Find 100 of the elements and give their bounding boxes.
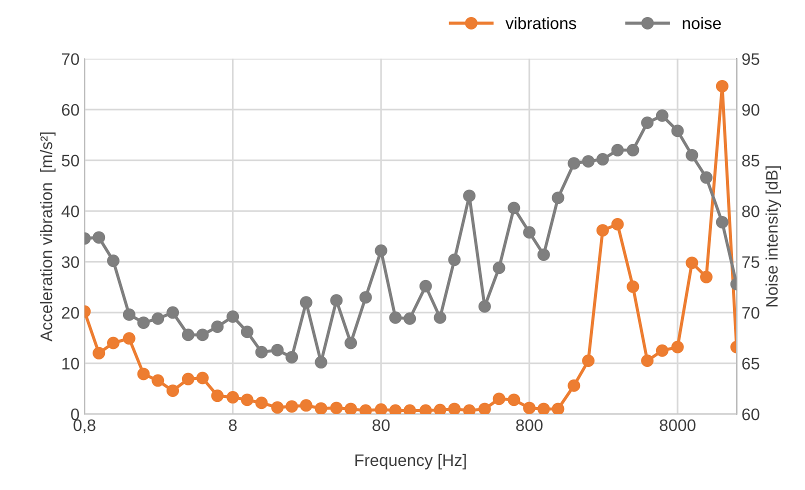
point bbox=[286, 350, 298, 364]
point bbox=[107, 254, 120, 268]
y-tick-label: 60 bbox=[62, 104, 80, 116]
y2-tick-label: 85 bbox=[742, 154, 760, 167]
point bbox=[182, 328, 194, 342]
point bbox=[404, 404, 416, 414]
point bbox=[166, 306, 180, 319]
point bbox=[686, 256, 698, 270]
point bbox=[211, 390, 224, 402]
y2-axis-title: Noise intensity [dB] bbox=[766, 166, 782, 306]
point bbox=[240, 394, 254, 406]
point bbox=[300, 296, 312, 309]
point bbox=[700, 270, 713, 284]
point bbox=[582, 155, 595, 168]
point bbox=[152, 374, 164, 387]
y-tick-label: 0 bbox=[71, 408, 80, 420]
point bbox=[611, 218, 624, 230]
point bbox=[419, 280, 432, 292]
y-tick-label: 20 bbox=[62, 306, 80, 319]
point bbox=[596, 153, 609, 166]
legend-label: noise bbox=[682, 16, 721, 30]
point bbox=[226, 310, 240, 323]
point bbox=[226, 391, 240, 404]
y-tick-label: 30 bbox=[62, 256, 80, 268]
point bbox=[314, 402, 328, 414]
point bbox=[359, 404, 372, 414]
point bbox=[552, 192, 564, 204]
x-tick-label: 0,8 bbox=[74, 419, 96, 434]
point bbox=[255, 396, 268, 410]
point bbox=[523, 226, 536, 239]
point bbox=[671, 124, 684, 138]
point bbox=[537, 402, 550, 414]
point bbox=[330, 294, 343, 307]
point bbox=[492, 262, 506, 274]
point bbox=[508, 394, 520, 406]
y-tick-label: 40 bbox=[62, 205, 80, 218]
point bbox=[152, 312, 164, 325]
point bbox=[330, 402, 343, 414]
y2-tick-label: 80 bbox=[742, 205, 760, 218]
point bbox=[700, 171, 713, 184]
point bbox=[374, 244, 388, 257]
point bbox=[492, 392, 506, 406]
point bbox=[419, 404, 432, 414]
point bbox=[671, 340, 684, 354]
point bbox=[182, 372, 194, 386]
point bbox=[137, 368, 150, 380]
point bbox=[434, 311, 446, 324]
point bbox=[626, 280, 640, 293]
y2-tick-label: 65 bbox=[742, 358, 760, 370]
point bbox=[344, 402, 358, 414]
point bbox=[582, 354, 595, 368]
point bbox=[641, 354, 654, 368]
point bbox=[552, 402, 564, 414]
point bbox=[255, 346, 268, 358]
point bbox=[404, 312, 416, 325]
point bbox=[300, 399, 312, 412]
x-axis-title: Frequency [Hz] bbox=[355, 454, 466, 470]
y2-tick-label: 60 bbox=[742, 408, 760, 420]
point bbox=[448, 402, 461, 414]
point bbox=[611, 144, 624, 156]
point bbox=[389, 311, 402, 324]
point bbox=[344, 336, 358, 350]
y2-tick-label: 75 bbox=[742, 256, 760, 268]
point bbox=[463, 404, 476, 414]
point bbox=[478, 300, 491, 313]
point bbox=[568, 379, 580, 392]
point bbox=[463, 190, 476, 202]
point bbox=[478, 402, 491, 414]
point bbox=[92, 231, 106, 244]
y2-tick-label: 70 bbox=[742, 306, 760, 319]
y-axis-title: Acceleration vibration [m/s²] bbox=[40, 132, 56, 342]
point bbox=[271, 401, 284, 414]
y-tick-label: 50 bbox=[62, 154, 80, 167]
point bbox=[196, 328, 209, 342]
point bbox=[271, 344, 284, 356]
point bbox=[374, 403, 388, 414]
point bbox=[656, 344, 668, 357]
point bbox=[314, 356, 328, 369]
y2-tick-label: 90 bbox=[742, 104, 760, 116]
point bbox=[122, 332, 136, 345]
x-tick-label: 8 bbox=[228, 419, 237, 432]
x-tick-label: 80 bbox=[372, 419, 390, 432]
point bbox=[137, 316, 150, 329]
point bbox=[434, 404, 446, 414]
point bbox=[656, 109, 668, 122]
point bbox=[211, 320, 224, 334]
point bbox=[359, 291, 372, 304]
point bbox=[389, 404, 402, 414]
point bbox=[716, 216, 728, 228]
point bbox=[107, 336, 120, 350]
point bbox=[92, 346, 106, 360]
point bbox=[596, 224, 609, 237]
point bbox=[523, 402, 536, 414]
x-tick-label: 8000 bbox=[660, 419, 696, 432]
point bbox=[286, 400, 298, 413]
point bbox=[686, 148, 698, 162]
point bbox=[568, 157, 580, 170]
point bbox=[240, 326, 254, 338]
point bbox=[641, 116, 654, 129]
point bbox=[448, 254, 461, 266]
